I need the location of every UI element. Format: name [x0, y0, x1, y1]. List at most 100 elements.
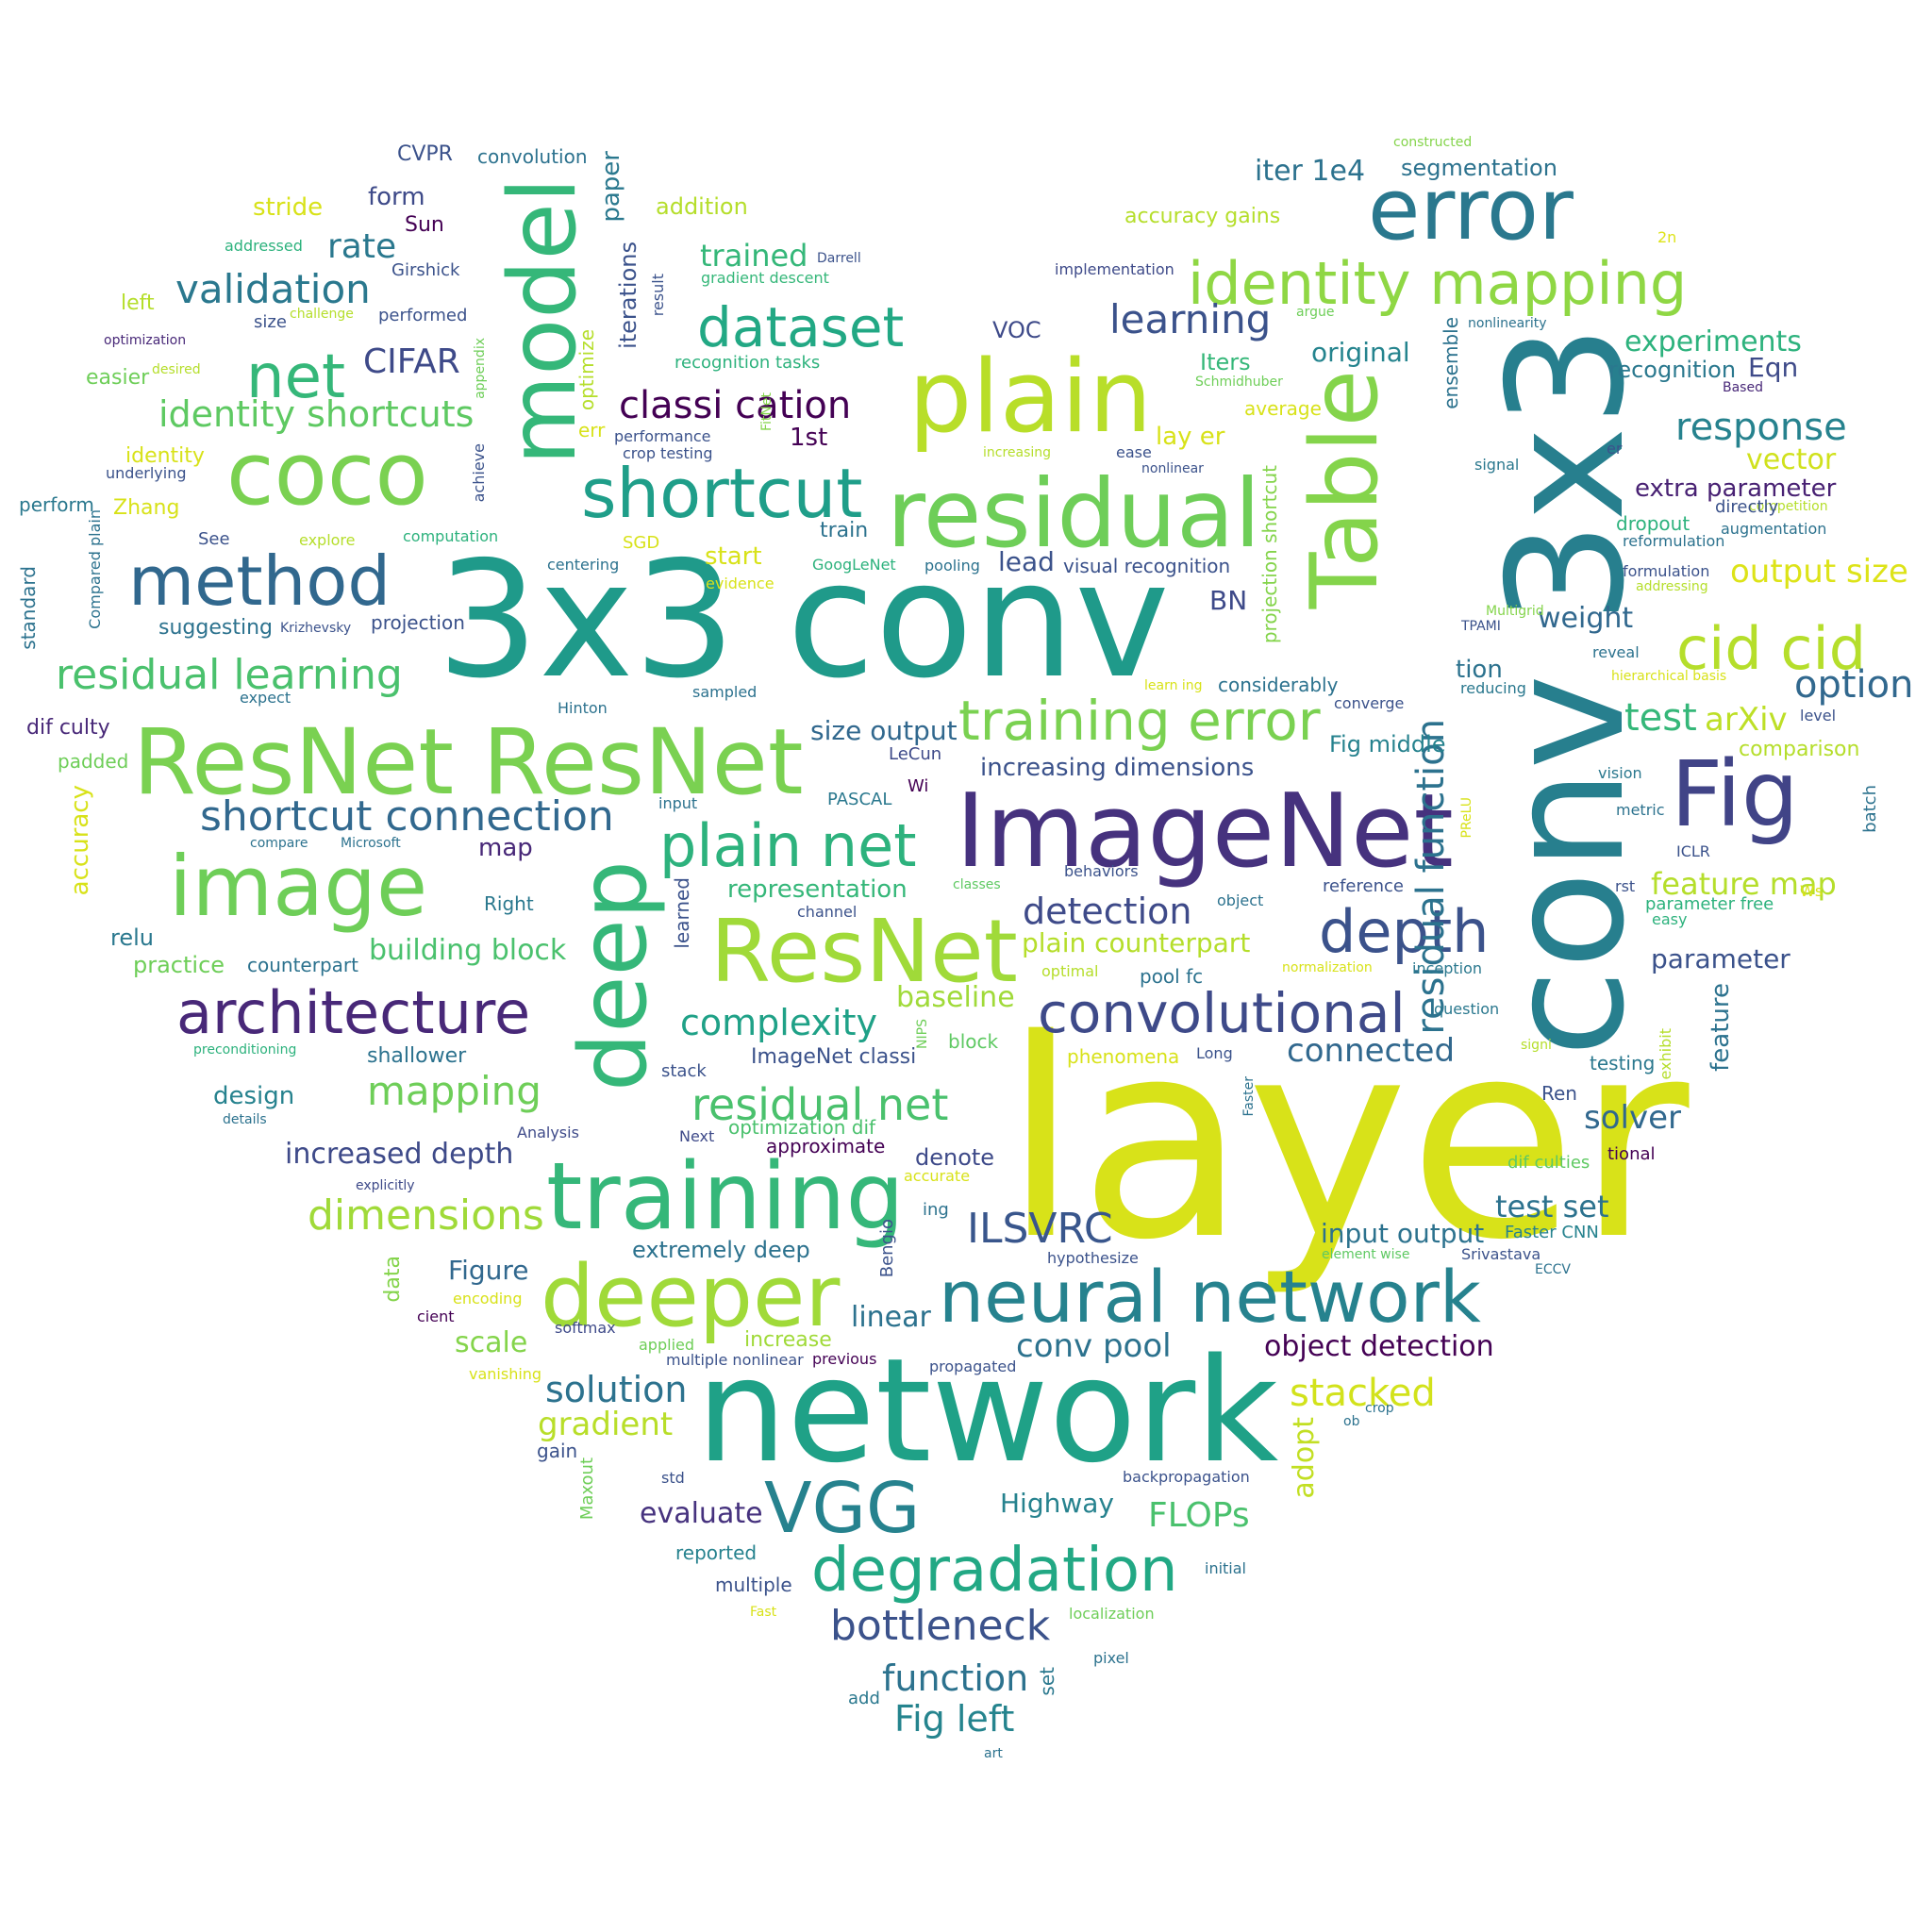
word-feature-map: feature map [1651, 866, 1837, 902]
word-faster: Faster [1241, 1076, 1257, 1117]
word-increase: increase [744, 1328, 832, 1352]
word-preconditioning: preconditioning [193, 1042, 297, 1058]
word-cid-cid: cid cid [1676, 614, 1867, 683]
word-average: average [1244, 397, 1322, 420]
word-compare: compare [250, 836, 308, 851]
word-recognition: recognition [1608, 357, 1737, 383]
word-explore: explore [299, 531, 356, 549]
word-normalization: normalization [1282, 960, 1373, 975]
word-object: object [1217, 891, 1264, 909]
word-channel: channel [797, 903, 858, 921]
word-hypothesize: hypothesize [1047, 1249, 1139, 1267]
word-training-error: training error [958, 689, 1321, 753]
word-standard: standard [17, 566, 40, 650]
word-testing: testing [1590, 1052, 1656, 1074]
word-augmentation: augmentation [1721, 520, 1827, 538]
word-see: See [198, 529, 230, 549]
word-projection: projection [371, 611, 465, 634]
word-crop-testing: crop testing [623, 444, 713, 462]
word-eccv: ECCV [1535, 1262, 1571, 1277]
word-object-detection: object detection [1264, 1330, 1494, 1363]
word-connected: connected [1287, 1032, 1456, 1070]
word-coco: coco [226, 424, 428, 525]
word-perform: perform [19, 493, 94, 516]
word-rst: rst [1615, 877, 1636, 895]
word-network: network [696, 1327, 1279, 1494]
word-desired: desired [152, 362, 201, 377]
word-plain-net: plain net [659, 811, 917, 880]
word-cient: cient [417, 1307, 455, 1325]
word-iter-1e4: iter 1e4 [1255, 155, 1366, 188]
word-rate: rate [327, 227, 397, 266]
word-encoding: encoding [453, 1290, 523, 1307]
word-size: size [254, 312, 287, 332]
word-comparison: comparison [1739, 738, 1860, 761]
word-centering: centering [547, 556, 620, 574]
word-iterations: iterations [615, 242, 641, 349]
word-argue: argue [1296, 305, 1335, 320]
word-vector: vector [1746, 443, 1837, 476]
word-arxiv: arXiv [1705, 701, 1788, 739]
word-dataset: dataset [697, 295, 905, 359]
word-cifar: CIFAR [363, 342, 460, 381]
word-details: details [223, 1112, 267, 1127]
word-identity-shortcuts: identity shortcuts [158, 393, 475, 435]
word-expect: expect [240, 689, 291, 707]
word-easy: easy [1652, 910, 1688, 928]
word-zhang: Zhang [113, 496, 180, 520]
word-darrell: Darrell [817, 251, 861, 266]
word-input-output: input output [1321, 1218, 1485, 1249]
word-stack: stack [661, 1061, 707, 1081]
word-3x3-conv: 3x3 conv [437, 527, 1170, 714]
word-gradient: gradient [538, 1406, 674, 1443]
word-wi: Wi [908, 776, 929, 796]
word-increasing: increasing [983, 445, 1052, 460]
word-stacked: stacked [1290, 1372, 1436, 1415]
word-solver: solver [1584, 1099, 1681, 1137]
word-er: er [1607, 440, 1623, 458]
word-vision: vision [1598, 764, 1642, 782]
word-resnet-resnet: ResNet ResNet [133, 709, 804, 815]
word-sun: Sun [405, 213, 444, 237]
word-tpami: TPAMI [1461, 619, 1501, 634]
word-easier: easier [86, 366, 150, 390]
word-degradation: degradation [811, 1536, 1178, 1606]
word-pascal: PASCAL [827, 790, 892, 809]
word-challenge: challenge [290, 307, 354, 322]
word-multigrid: Multigrid [1486, 604, 1544, 619]
word-conv-pool: conv pool [1016, 1327, 1172, 1365]
word-girshick: Girshick [391, 260, 460, 280]
word-function: function [882, 1657, 1029, 1699]
word-optimize: optimize [575, 329, 598, 411]
word-tional: tional [1607, 1144, 1656, 1164]
word-stride: stride [253, 193, 324, 222]
word-complexity: complexity [680, 1002, 877, 1043]
word-start: start [705, 542, 762, 571]
word-addition: addition [656, 193, 748, 220]
word-addressing: addressing [1636, 579, 1708, 594]
word-art: art [984, 1746, 1003, 1761]
word-ease: ease [1116, 443, 1152, 461]
word-prelu: PReLU [1459, 797, 1474, 839]
word-map: map [478, 834, 533, 862]
word-net: net [246, 342, 346, 412]
word-crop: crop [1365, 1401, 1394, 1416]
word-dif-culties: dif culties [1507, 1153, 1591, 1173]
word-sgd: SGD [623, 533, 660, 553]
word-segmentation: segmentation [1401, 155, 1557, 181]
word-previous: previous [812, 1350, 877, 1368]
word-hinton: Hinton [558, 699, 608, 717]
word-shallower: shallower [367, 1044, 467, 1068]
word-residual-function: residual function [1409, 719, 1453, 1035]
word-multiple: multiple [715, 1574, 792, 1596]
word-parameter: parameter [1651, 943, 1790, 974]
word-voc: VOC [992, 317, 1041, 343]
word-representation: representation [727, 875, 908, 904]
word-explicitly: explicitly [356, 1178, 415, 1193]
word-practice: practice [133, 952, 225, 978]
word-scale: scale [455, 1326, 528, 1359]
word-ws: Ws [1800, 882, 1824, 900]
word-phenomena: phenomena [1067, 1045, 1180, 1068]
word-input: input [658, 794, 698, 812]
